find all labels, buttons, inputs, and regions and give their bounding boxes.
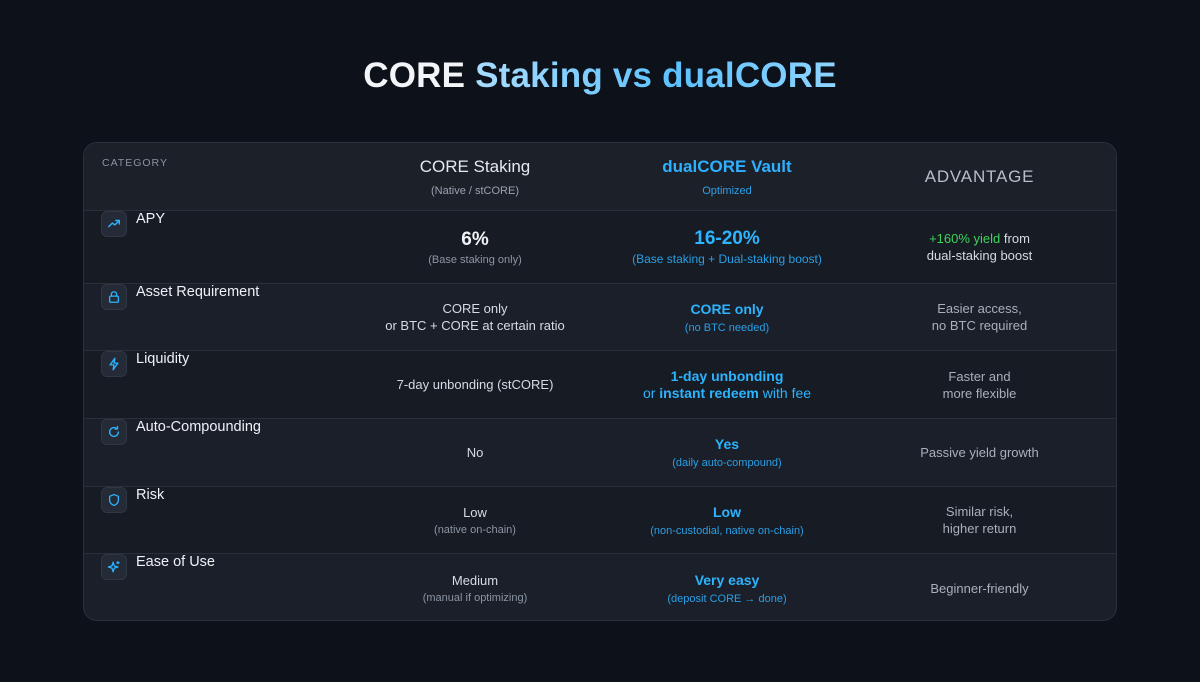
core-staking-header: CORE Staking (Native / stCORE) <box>419 156 531 197</box>
trend-up-icon <box>101 211 127 237</box>
table-row: APY 6% (Base staking only) 16-20% (Base … <box>84 210 1116 283</box>
table-row: Asset Requirement CORE only or BTC + COR… <box>84 283 1116 350</box>
advantage-header: ADVANTAGE <box>924 166 1035 186</box>
row-category: Asset Requirement <box>101 284 361 350</box>
comparison-table: CATEGORY CORE Staking (Native / stCORE) … <box>83 142 1117 621</box>
table-row: Ease of Use Medium (manual if optimizing… <box>84 553 1116 620</box>
shield-icon <box>101 487 127 513</box>
lock-icon <box>101 284 127 310</box>
refresh-icon <box>101 419 127 445</box>
page-title: CORE Staking vs dualCORE <box>363 56 837 95</box>
table-row: Auto-Compounding No Yes (daily auto-comp… <box>84 418 1116 486</box>
row-category: Liquidity <box>101 351 361 418</box>
table-header: CATEGORY CORE Staking (Native / stCORE) … <box>84 143 1116 210</box>
sparkle-icon <box>101 554 127 580</box>
row-category: Auto-Compounding <box>101 419 361 486</box>
row-category: Risk <box>101 487 361 553</box>
table-row: Risk Low (native on-chain) Low (non-cust… <box>84 486 1116 553</box>
row-category: Ease of Use <box>101 554 361 620</box>
lightning-icon <box>101 351 127 377</box>
category-header: CATEGORY <box>102 157 168 169</box>
table-row: Liquidity 7-day unbonding (stCORE) 1-day… <box>84 350 1116 418</box>
dualcore-header: dualCORE Vault Optimized <box>662 156 792 197</box>
row-category: APY <box>101 211 361 283</box>
